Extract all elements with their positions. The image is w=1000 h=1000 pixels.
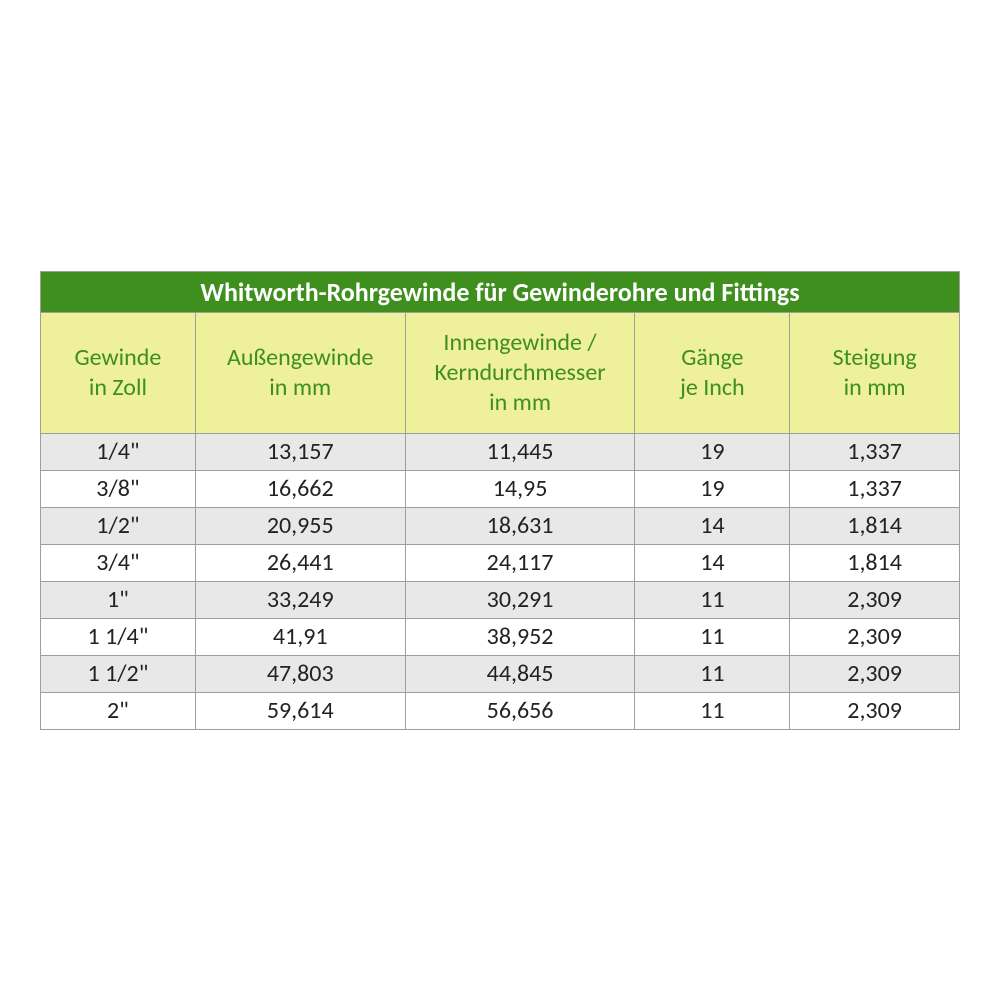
col-header-innen: Innengewinde / Kerndurchmesser in mm (405, 312, 635, 433)
cell: 2,309 (790, 692, 960, 729)
cell: 59,614 (195, 692, 405, 729)
cell: 1,814 (790, 544, 960, 581)
table-title-row: Whitworth-Rohrgewinde für Gewinderohre u… (41, 271, 960, 312)
table-body: 1/4" 13,157 11,445 19 1,337 3/8" 16,662 … (41, 433, 960, 729)
cell: 19 (635, 470, 790, 507)
cell: 14,95 (405, 470, 635, 507)
table-row: 1 1/4" 41,91 38,952 11 2,309 (41, 618, 960, 655)
header-text: Außengewinde (227, 343, 373, 372)
header-text: Innengewinde / (443, 328, 596, 357)
cell: 38,952 (405, 618, 635, 655)
cell: 1/4" (41, 433, 196, 470)
cell: 1,337 (790, 470, 960, 507)
table-title: Whitworth-Rohrgewinde für Gewinderohre u… (41, 271, 960, 312)
cell: 41,91 (195, 618, 405, 655)
cell: 1,814 (790, 507, 960, 544)
table-row: 3/4" 26,441 24,117 14 1,814 (41, 544, 960, 581)
cell: 33,249 (195, 581, 405, 618)
col-header-gaenge: Gänge je Inch (635, 312, 790, 433)
cell: 30,291 (405, 581, 635, 618)
cell: 1 1/2" (41, 655, 196, 692)
table-row: 1" 33,249 30,291 11 2,309 (41, 581, 960, 618)
header-text: je Inch (680, 373, 745, 402)
header-text: in mm (269, 373, 331, 402)
cell: 2,309 (790, 618, 960, 655)
cell: 1/2" (41, 507, 196, 544)
cell: 1,337 (790, 433, 960, 470)
col-header-steigung: Steigung in mm (790, 312, 960, 433)
cell: 2,309 (790, 655, 960, 692)
cell: 11,445 (405, 433, 635, 470)
cell: 18,631 (405, 507, 635, 544)
col-header-aussen: Außengewinde in mm (195, 312, 405, 433)
table-row: 1/2" 20,955 18,631 14 1,814 (41, 507, 960, 544)
page: Whitworth-Rohrgewinde für Gewinderohre u… (0, 0, 1000, 1000)
cell: 11 (635, 581, 790, 618)
table-row: 2" 59,614 56,656 11 2,309 (41, 692, 960, 729)
cell: 11 (635, 692, 790, 729)
cell: 26,441 (195, 544, 405, 581)
cell: 13,157 (195, 433, 405, 470)
header-text: Gänge (681, 343, 743, 372)
cell: 2" (41, 692, 196, 729)
cell: 44,845 (405, 655, 635, 692)
cell: 3/8" (41, 470, 196, 507)
cell: 3/4" (41, 544, 196, 581)
header-text: Gewinde (75, 343, 162, 372)
cell: 2,309 (790, 581, 960, 618)
cell: 1" (41, 581, 196, 618)
cell: 47,803 (195, 655, 405, 692)
header-text: in Zoll (89, 373, 147, 402)
cell: 20,955 (195, 507, 405, 544)
header-text: Steigung (833, 343, 917, 372)
whitworth-table: Whitworth-Rohrgewinde für Gewinderohre u… (40, 271, 960, 730)
cell: 19 (635, 433, 790, 470)
table-header-row: Gewinde in Zoll Außengewinde in mm Innen… (41, 312, 960, 433)
cell: 11 (635, 655, 790, 692)
cell: 1 1/4" (41, 618, 196, 655)
header-text: in mm (489, 388, 551, 417)
table-row: 1 1/2" 47,803 44,845 11 2,309 (41, 655, 960, 692)
cell: 16,662 (195, 470, 405, 507)
header-text: Kerndurchmesser (434, 358, 605, 387)
table-row: 1/4" 13,157 11,445 19 1,337 (41, 433, 960, 470)
col-header-gewinde: Gewinde in Zoll (41, 312, 196, 433)
cell: 14 (635, 544, 790, 581)
cell: 11 (635, 618, 790, 655)
cell: 14 (635, 507, 790, 544)
header-text: in mm (844, 373, 906, 402)
table-row: 3/8" 16,662 14,95 19 1,337 (41, 470, 960, 507)
cell: 24,117 (405, 544, 635, 581)
cell: 56,656 (405, 692, 635, 729)
